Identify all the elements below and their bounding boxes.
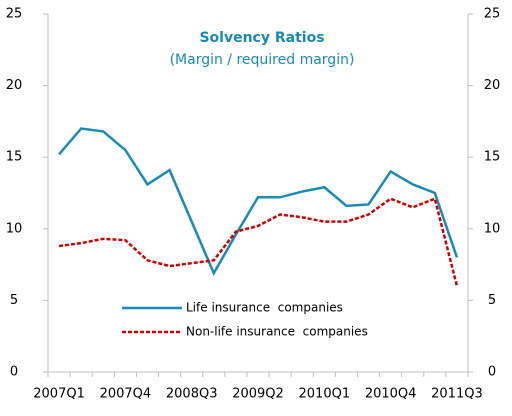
y-tick-label: 15 <box>6 150 23 165</box>
y2-tick-label: 5 <box>488 293 496 308</box>
series-line <box>58 127 459 276</box>
y-tick-label: 10 <box>6 221 23 236</box>
x-tick-label: 2009Q2 <box>232 387 284 402</box>
y-tick-label: 20 <box>6 78 23 93</box>
y-tick-label: 25 <box>6 7 23 22</box>
y2-tick-label: 10 <box>484 221 501 236</box>
x-tick-label: 2007Q1 <box>33 387 85 402</box>
x-tick-label: 2011Q3 <box>431 387 483 402</box>
series-line <box>58 197 459 287</box>
y-tick-label: 0 <box>10 365 18 380</box>
y2-tick-label: 0 <box>488 365 496 380</box>
y2-tick-label: 15 <box>484 150 501 165</box>
y-tick-label: 5 <box>10 293 18 308</box>
chart-title: Solvency Ratios <box>199 30 324 46</box>
x-tick-label: 2010Q1 <box>299 387 351 402</box>
y2-tick-label: 20 <box>484 78 501 93</box>
x-tick-label: 2007Q4 <box>100 387 152 402</box>
legend-label: Life insurance companies <box>186 301 343 315</box>
x-tick-label: 2010Q4 <box>365 387 417 402</box>
legend-label: Non-life insurance companies <box>186 325 368 339</box>
x-tick-label: 2008Q3 <box>166 387 218 402</box>
chart-subtitle: (Margin / required margin) <box>170 52 355 68</box>
y2-tick-label: 25 <box>484 7 501 22</box>
